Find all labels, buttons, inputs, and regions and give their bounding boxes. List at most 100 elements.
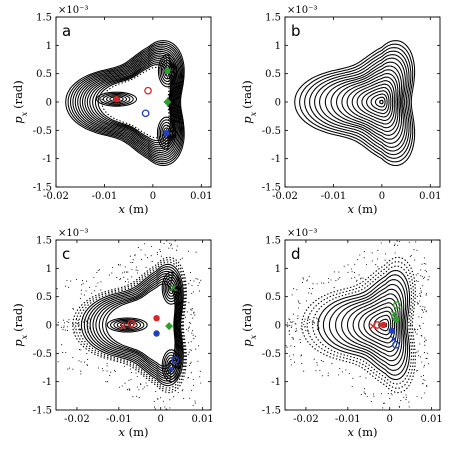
scatter-dot xyxy=(303,370,305,372)
scatter-dot xyxy=(124,266,126,268)
scatter-dot xyxy=(80,373,82,375)
scatter-dot xyxy=(266,319,267,320)
scatter-dot xyxy=(407,227,408,228)
scatter-dot xyxy=(190,308,192,310)
scatter-dot xyxy=(425,310,427,312)
scatter-dot xyxy=(403,396,405,398)
scatter-dot xyxy=(127,278,129,280)
scatter-dot xyxy=(424,269,426,271)
scatter-dot xyxy=(394,252,396,254)
scatter-dot xyxy=(188,283,190,285)
scatter-dot xyxy=(93,276,95,279)
scatter-dot xyxy=(118,263,120,265)
scatter-dot xyxy=(169,399,171,401)
scatter-dot xyxy=(365,377,367,379)
orbit-curve xyxy=(346,76,397,129)
scatter-dot xyxy=(154,408,156,410)
scatter-dot xyxy=(87,322,89,324)
scatter-dot xyxy=(168,247,170,249)
scatter-dot xyxy=(425,294,427,296)
scatter-dot xyxy=(64,322,66,324)
x-tick-label: 0.01 xyxy=(420,414,442,425)
scatter-dot xyxy=(393,228,394,229)
scatter-dot xyxy=(144,254,146,256)
orbit-curve xyxy=(69,43,183,163)
scatter-dot xyxy=(193,311,195,313)
scatter-dot xyxy=(100,281,102,283)
scatter-dot xyxy=(408,401,410,403)
scatter-dot xyxy=(352,377,354,379)
scatter-dot xyxy=(169,230,170,231)
scatter-dot xyxy=(151,261,153,263)
scatter-dot xyxy=(83,321,85,323)
scatter-dot xyxy=(421,361,423,363)
scatter-dot xyxy=(179,258,181,260)
fixed-point-filled xyxy=(388,327,396,334)
x-tick-label: 0 xyxy=(387,414,393,425)
scatter-dot xyxy=(166,240,168,242)
fixed-point-open xyxy=(127,319,136,328)
scatter-dot xyxy=(127,271,129,273)
scatter-dot xyxy=(408,241,410,243)
y-tick-label: -1.5 xyxy=(262,406,281,417)
scatter-dot xyxy=(142,388,144,390)
island-curve xyxy=(96,91,138,107)
plot-area-a xyxy=(65,40,185,167)
fixed-point-diamond xyxy=(165,322,174,331)
scatter-dot xyxy=(110,371,112,373)
panel-c: -0.02 -0.01 0 0.01 -1.5 -1 -0.5 0 0.5 1 1.5 ×10⁻³ x … xyxy=(11,228,214,439)
scatter-dot xyxy=(89,286,91,288)
scatter-dot xyxy=(97,367,100,369)
orbit-curve xyxy=(330,65,403,140)
scatter-dot xyxy=(198,282,200,284)
x-tick-label: 0.01 xyxy=(190,191,212,202)
scatter-dot xyxy=(108,274,110,276)
orbit-curve xyxy=(328,279,407,371)
scatter-dot xyxy=(331,363,333,365)
scatter-dot xyxy=(409,256,411,258)
fixed-point-open xyxy=(171,356,180,364)
scatter-dot xyxy=(299,302,301,305)
scatter-dot xyxy=(282,353,283,354)
scatter-dot xyxy=(67,368,69,370)
scatter-dot xyxy=(359,375,361,378)
y-axis-label: px (rad) xyxy=(240,80,258,124)
scatter-dot xyxy=(420,275,422,277)
axes-frame xyxy=(284,16,441,188)
scatter-dot xyxy=(315,370,317,372)
scatter-dot xyxy=(74,331,76,333)
scatter-dot xyxy=(75,317,78,319)
scatter-dot xyxy=(109,375,111,377)
scatter-dot xyxy=(82,317,84,319)
scatter-dot xyxy=(372,393,375,395)
scatter-dot xyxy=(310,293,312,295)
scatter-dot xyxy=(66,279,68,282)
scatter-dot xyxy=(88,327,90,329)
scatter-dot xyxy=(399,240,401,243)
scatter-dot xyxy=(194,314,196,316)
scatter-dot xyxy=(189,363,191,365)
scatter-dot xyxy=(184,316,187,318)
panel-d: -0.02 -0.01 0 0.01 -1.5 -1 -0.5 0 0.5 1 1.5 ×10⁻³ x … xyxy=(240,227,443,439)
scatter-dot xyxy=(82,280,84,282)
scatter-dot xyxy=(188,327,190,329)
scatter-dot xyxy=(122,272,124,274)
scatter-dot xyxy=(188,302,190,304)
axes-frame xyxy=(284,239,441,411)
scatter-dot xyxy=(121,385,123,387)
island-curve xyxy=(159,121,173,145)
scatter-dot xyxy=(198,345,200,347)
island-curve xyxy=(161,349,181,383)
scatter-dot xyxy=(343,265,345,267)
scatter-dot xyxy=(174,240,176,242)
scatter-dot xyxy=(297,315,299,317)
scatter-dot xyxy=(146,257,149,259)
island-curve xyxy=(167,359,175,372)
orbit-curve xyxy=(366,90,390,115)
scatter-dot xyxy=(327,372,329,374)
scatter-dot xyxy=(200,279,202,281)
island-curve xyxy=(163,351,180,380)
scatter-dot xyxy=(91,292,93,294)
scatter-dot xyxy=(292,337,294,339)
scatter-dot xyxy=(170,245,172,247)
